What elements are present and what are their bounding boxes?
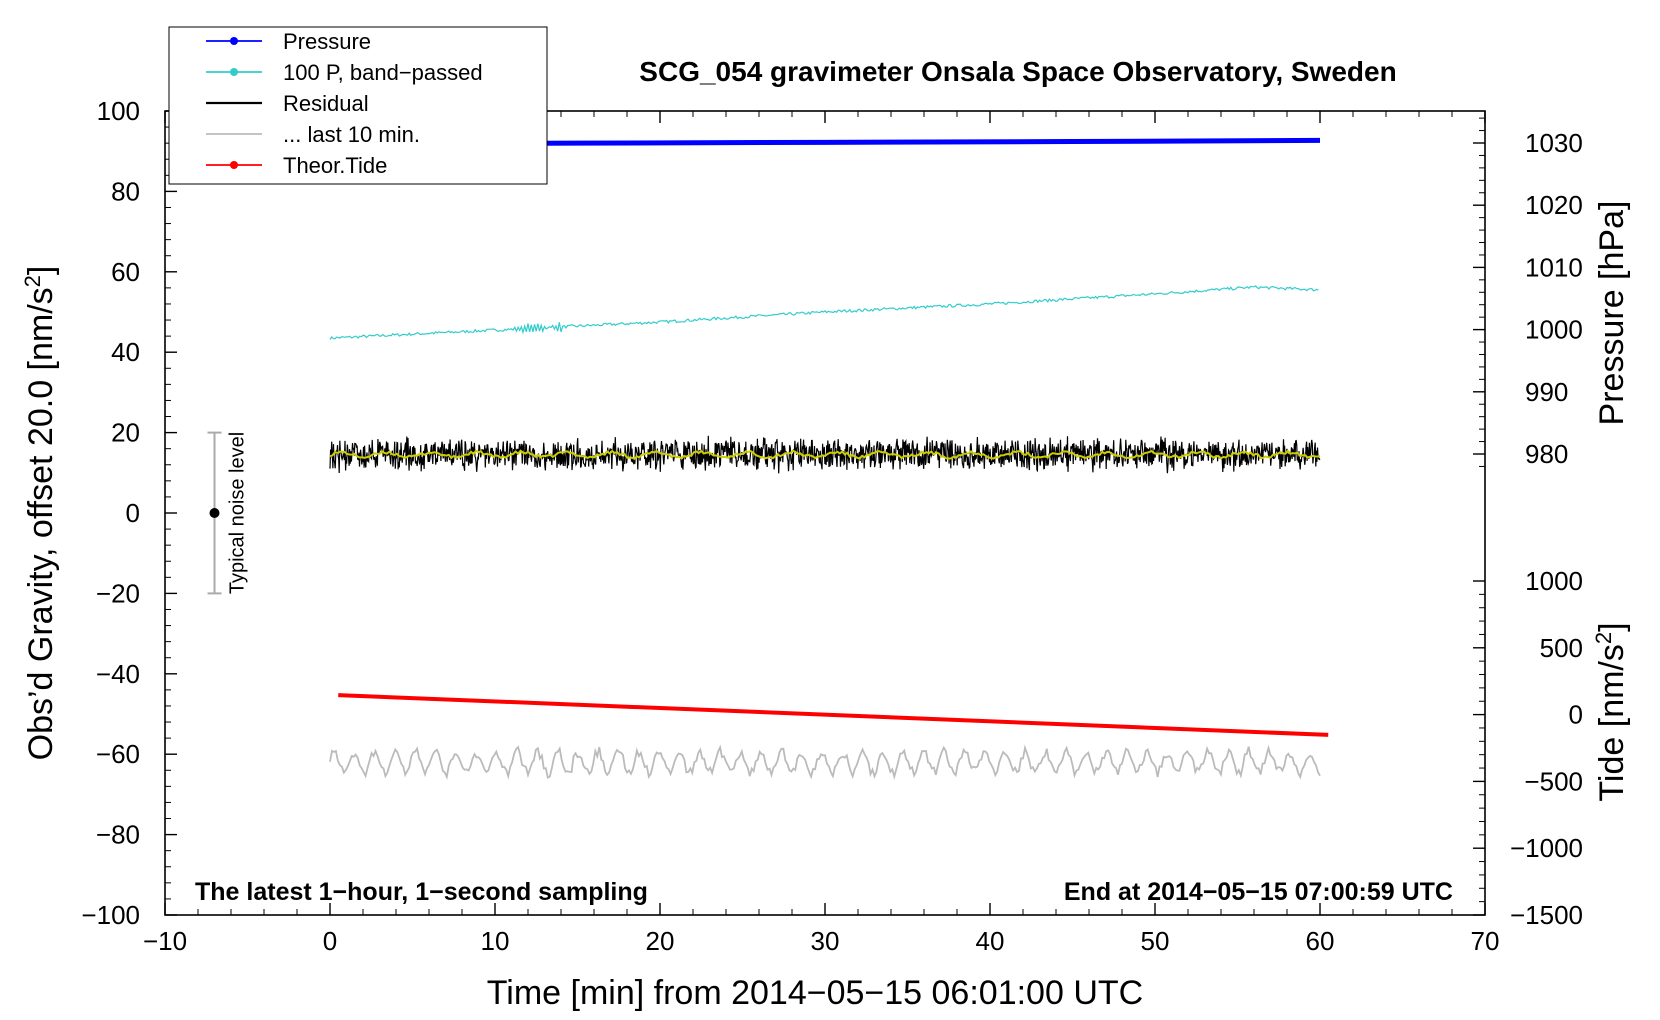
tide-tick-label: 0 [1569,700,1583,730]
pressure-tick-label: 980 [1525,439,1568,469]
x-tick-label: 60 [1306,926,1335,956]
x-tick-label: 40 [976,926,1005,956]
tide-tick-label: −1500 [1510,900,1583,930]
series-theoretical-tide [338,693,1329,737]
x-tick-label: 20 [646,926,675,956]
y-axis-left: 100 80 60 40 20 0 −20 −40 −60 −80 −100 [81,96,177,930]
chart-title: SCG_054 gravimeter Onsala Space Observat… [639,56,1396,87]
y-tick-label: 100 [97,96,140,126]
y-tick-label: 20 [111,418,140,448]
y-tick-label: 80 [111,176,140,206]
y-tick-label: 0 [126,498,140,528]
tide-tick-label: 500 [1540,633,1583,663]
x-tick-label: 50 [1141,926,1170,956]
pressure-tick-label: 990 [1525,377,1568,407]
pressure-tick-label: 1030 [1525,128,1583,158]
x-tick-label: 0 [323,926,337,956]
noise-indicator [207,431,222,595]
sampling-note: The latest 1−hour, 1−second sampling [195,878,648,906]
pressure-tick-label: 1000 [1525,315,1583,345]
x-tick-label: 10 [481,926,510,956]
series-last-10-min [329,744,1321,781]
x-tick-label: 70 [1471,926,1500,956]
y-tick-label: −40 [96,659,140,689]
y-tick-label: −60 [96,739,140,769]
series-residual-smoothed [329,449,1321,460]
tide-tick-label: 1000 [1525,566,1583,596]
legend-marker [230,37,238,45]
y-tick-label: −100 [81,900,140,930]
legend-marker [230,68,238,76]
y-tick-label: −80 [96,820,140,850]
y-tick-label: 40 [111,337,140,367]
x-tick-label: 30 [811,926,840,956]
y-axis-left-title: Obs’d Gravity, offset 20.0 [nm/s2] [20,266,61,761]
tide-tick-label: −500 [1524,766,1583,796]
tide-axis: 1000 500 0 −500 −1000 −1500 [1473,566,1583,930]
y-tick-label: −20 [96,578,140,608]
legend-marker [230,161,238,169]
x-axis: −10 0 10 20 30 40 50 60 70 [143,111,1500,956]
series-band-passed-pressure [329,285,1319,340]
legend-label: Pressure [283,29,371,54]
pressure-axis: 1030 1020 1010 1000 990 980 [1473,117,1583,469]
tide-axis-title: Tide [nm/s2] [1591,622,1632,801]
legend-label: Residual [283,91,369,116]
noise-indicator-label: Typical noise level [227,432,249,594]
pressure-axis-title: Pressure [hPa] [1593,201,1631,426]
legend-box [168,26,548,185]
legend-label: 100 P, band−passed [283,60,483,85]
y-tick-label: 60 [111,257,140,287]
plot-frame [164,110,1486,916]
series-layer [329,137,1329,781]
pressure-tick-label: 1020 [1525,190,1583,220]
x-axis-title: Time [min] from 2014−05−15 06:01:00 UTC [487,974,1143,1012]
end-time-note: End at 2014−05−15 07:00:59 UTC [1064,878,1453,906]
tide-tick-label: −1000 [1510,833,1583,863]
pressure-tick-label: 1010 [1525,252,1583,282]
noise-point [209,508,220,518]
x-tick-label: −10 [143,926,187,956]
series-residual [329,435,1321,474]
legend-label: Theor.Tide [283,153,387,178]
legend: Pressure 100 P, band−passed Residual ... la… [168,26,548,185]
legend-label: ... last 10 min. [283,122,420,147]
